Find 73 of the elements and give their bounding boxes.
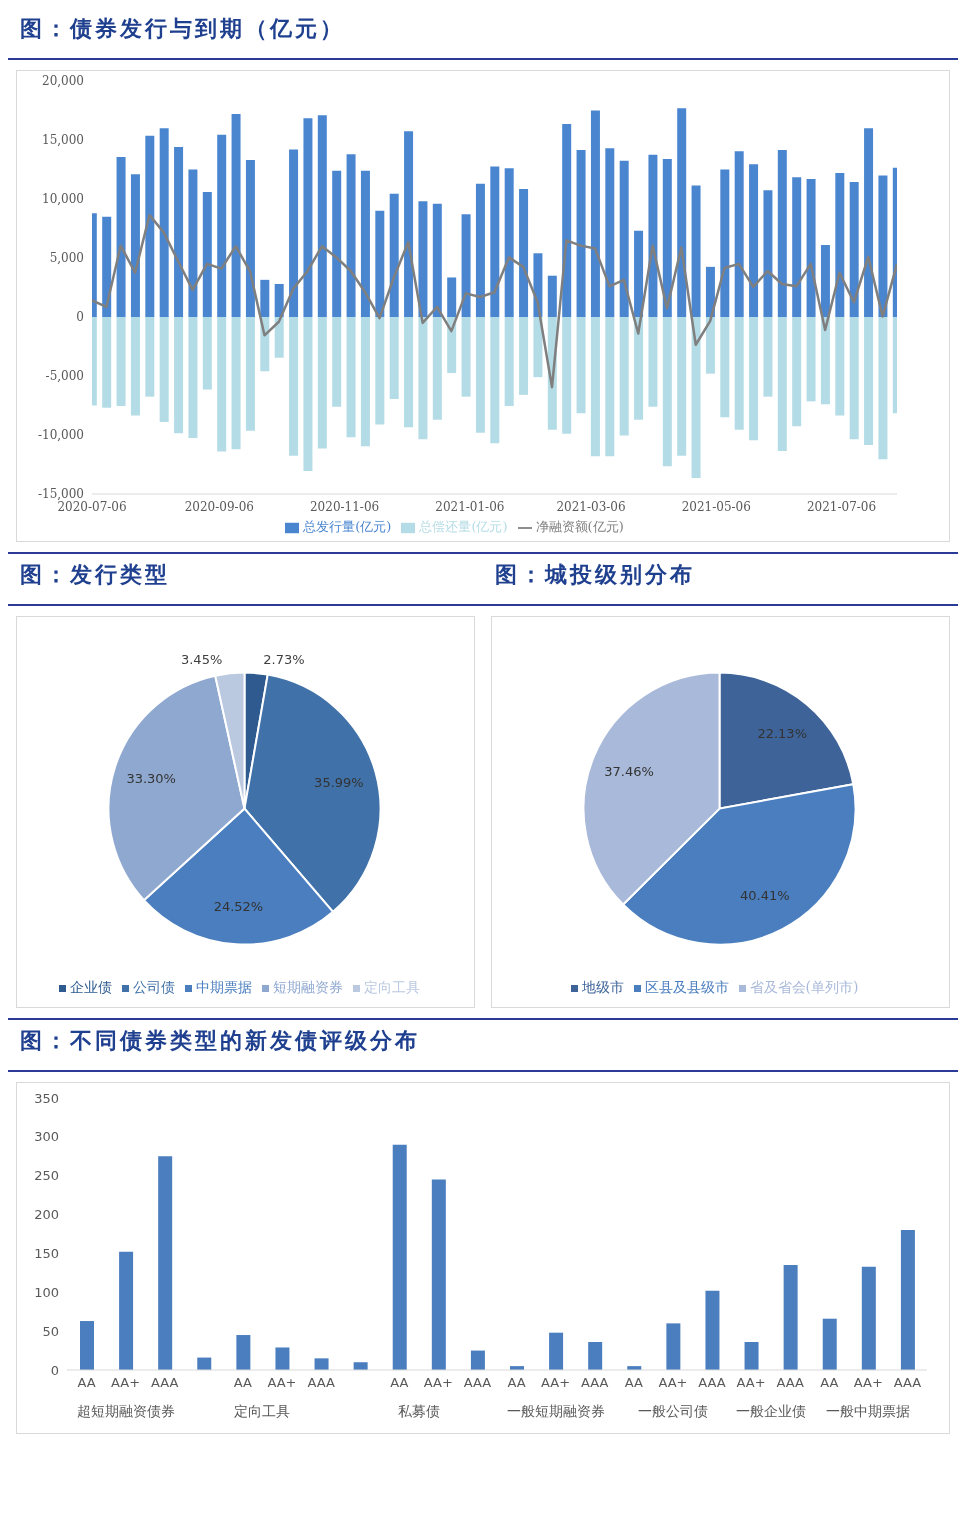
- y-tick-label: 5,000: [49, 251, 84, 266]
- x-tick-label: AAA: [151, 1375, 179, 1391]
- chart-title: 图：城投级别分布: [483, 554, 958, 606]
- x-tick-label: 2020-09-06: [184, 499, 254, 514]
- x-tick-label: AA+: [541, 1375, 571, 1391]
- x-tick-label: AA+: [267, 1375, 297, 1391]
- data-label: 40.41%: [740, 887, 790, 903]
- chart-title: 图：不同债券类型的新发债评级分布: [8, 1020, 958, 1072]
- y-tick-label: -15,000: [37, 487, 84, 502]
- x-tick-label: 2020-11-06: [310, 499, 380, 514]
- y-tick-label: 20,000: [42, 74, 84, 89]
- legend-label: 企业债: [70, 979, 112, 995]
- x-tick-label: AA+: [111, 1375, 141, 1391]
- x-tick-label: AAA: [893, 1375, 922, 1391]
- x-tick-label: 2021-01-06: [435, 499, 505, 514]
- y-tick-label: 150: [34, 1246, 59, 1262]
- x-tick-label: 2021-03-06: [556, 499, 626, 514]
- data-label: 3.45%: [180, 651, 223, 667]
- text: 一般公司债: [637, 1402, 708, 1419]
- x-tick-label: AA: [390, 1375, 409, 1391]
- text: 一般企业债: [735, 1402, 806, 1419]
- x-tick-label: 2021-05-06: [681, 499, 751, 514]
- legend-label: 公司债: [133, 979, 175, 995]
- y-tick-label: 15,000: [42, 133, 84, 148]
- y-tick-label: 350: [34, 1090, 59, 1106]
- chart-title: 图：发行类型: [8, 554, 483, 606]
- x-tick-label: 2021-07-06: [806, 499, 877, 514]
- legend-label: 中期票据: [196, 979, 252, 995]
- legend-label: 区县及县级市: [644, 979, 729, 995]
- text: 一般短期融资券: [506, 1402, 605, 1419]
- legend-label: 省及省会(单列市): [749, 979, 859, 995]
- x-tick-label: AA+: [658, 1375, 688, 1391]
- legend-label: 净融资额(亿元): [535, 519, 624, 534]
- text: 一般中期票据: [826, 1402, 911, 1419]
- legend-label: 地级市: [581, 979, 624, 995]
- x-tick-label: AA+: [736, 1375, 766, 1391]
- x-tick-label: AAA: [581, 1375, 609, 1391]
- x-tick-label: AA: [820, 1375, 839, 1391]
- data-label: 33.30%: [126, 771, 176, 787]
- text: 定向工具: [234, 1402, 291, 1419]
- y-tick-label: 300: [34, 1129, 59, 1145]
- y-tick-label: 50: [42, 1323, 59, 1339]
- y-tick-label: 100: [34, 1284, 59, 1300]
- y-tick-label: 200: [34, 1207, 59, 1223]
- y-tick-label: 10,000: [42, 192, 84, 207]
- text: 超短期融资债券: [76, 1402, 175, 1419]
- legend-label: 短期融资券: [273, 979, 343, 995]
- x-tick-label: AA: [624, 1375, 643, 1391]
- data-label: 37.46%: [604, 763, 654, 779]
- x-tick-label: AAA: [463, 1375, 492, 1391]
- x-tick-label: 2020-07-06: [57, 499, 127, 514]
- legend-label: 总发行量(亿元): [303, 519, 392, 534]
- y-tick-label: 0: [50, 1362, 59, 1378]
- data-label: 24.52%: [213, 898, 264, 914]
- y-tick-label: 250: [34, 1168, 59, 1184]
- x-tick-label: AAA: [776, 1375, 804, 1391]
- x-tick-label: AA: [233, 1375, 253, 1391]
- y-tick-label: -10,000: [37, 428, 84, 443]
- x-tick-label: AA: [507, 1375, 526, 1391]
- x-tick-label: AA+: [853, 1375, 883, 1391]
- data-label: 2.73%: [263, 651, 305, 667]
- x-tick-label: AAA: [307, 1375, 335, 1391]
- text: 私募债: [397, 1402, 440, 1419]
- data-label: 22.13%: [757, 725, 808, 741]
- x-tick-label: AA: [77, 1375, 96, 1391]
- data-label: 35.99%: [314, 775, 364, 791]
- legend-label: 总偿还量(亿元): [419, 519, 508, 534]
- legend-label: 定向工具: [364, 979, 420, 995]
- y-tick-label: -5,000: [45, 369, 84, 384]
- x-tick-label: AA+: [423, 1375, 453, 1391]
- y-tick-label: 0: [76, 310, 84, 325]
- x-tick-label: AAA: [698, 1375, 726, 1391]
- chart-title: 图：债券发行与到期（亿元）: [8, 8, 958, 60]
